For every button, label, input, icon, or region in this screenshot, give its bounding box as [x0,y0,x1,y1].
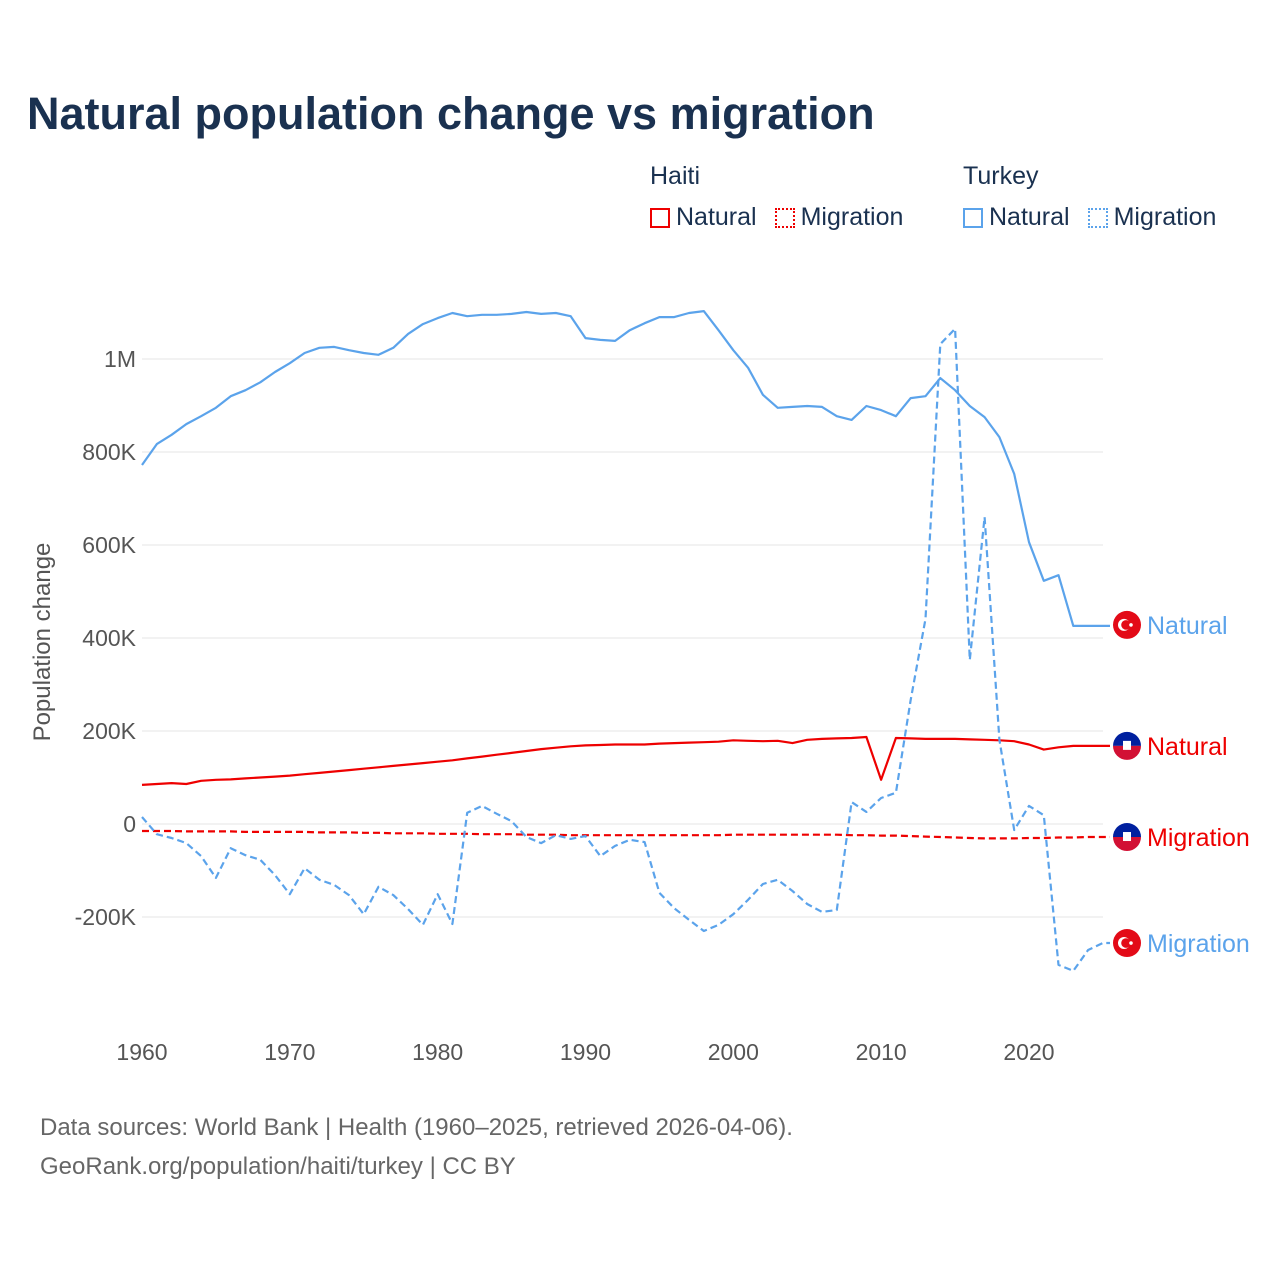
legend-label: Migration [800,203,904,231]
legend-item-haiti-natural[interactable]: Natural [650,203,757,232]
y-tick-label: 800K [82,439,136,465]
legend-item-turkey-migration[interactable]: Migration [1087,203,1217,232]
legend-item-haiti-migration[interactable]: Migration [774,203,904,232]
chart-title: Natural population change vs migration [27,88,875,139]
dotted-swatch-icon [1087,207,1108,228]
turkey-flag-icon [1113,610,1141,639]
series-end-label: Natural [1147,612,1228,640]
dotted-swatch-icon [774,207,795,228]
y-tick-label: 0 [123,811,136,837]
series-end-label: Migration [1147,930,1250,958]
legend-label: Natural [676,203,757,231]
y-tick-label: 600K [82,532,136,558]
series-line-turkey-migration [141,327,1110,973]
y-tick-label: -200K [75,904,137,930]
x-tick-label: 1970 [264,1039,315,1065]
legend-label: Migration [1113,203,1217,231]
x-tick-label: 1990 [560,1039,611,1065]
x-tick-label: 2020 [1003,1039,1054,1065]
y-tick-label: 200K [82,718,136,744]
series-line-haiti-migration [142,829,1110,840]
haiti-flag-icon [1113,823,1141,852]
legend-item-turkey-natural[interactable]: Natural [963,203,1070,232]
haiti-flag-icon [1113,731,1141,760]
x-tick-label: 1960 [116,1039,167,1065]
solid-swatch-icon [650,207,670,228]
attribution-link[interactable]: GeoRank.org/population/haiti/turkey | CC… [40,1153,516,1180]
legend-group-turkey: Turkey Natural Migration [963,162,1216,232]
series-end-label: Natural [1147,733,1228,761]
legend-group-haiti: Haiti Natural Migration [650,162,903,232]
x-tick-label: 2010 [856,1039,907,1065]
legend-group-title: Haiti [650,162,701,190]
series-line-turkey-natural [141,310,1110,628]
legend-label: Natural [989,203,1070,231]
footer: Data sources: World Bank | Health (1960–… [40,1108,793,1186]
y-axis-label: Population change [29,543,56,742]
source-note: Data sources: World Bank | Health (1960–… [40,1114,793,1141]
x-tick-label: 1980 [412,1039,463,1065]
turkey-flag-icon [1113,929,1141,958]
y-tick-label: 400K [82,625,136,651]
solid-swatch-icon [963,207,983,228]
legend-group-title: Turkey [963,162,1039,190]
series-end-label: Migration [1147,824,1250,852]
series-line-haiti-natural [141,735,1110,786]
x-tick-label: 2000 [708,1039,759,1065]
y-tick-label: 1M [104,346,136,372]
